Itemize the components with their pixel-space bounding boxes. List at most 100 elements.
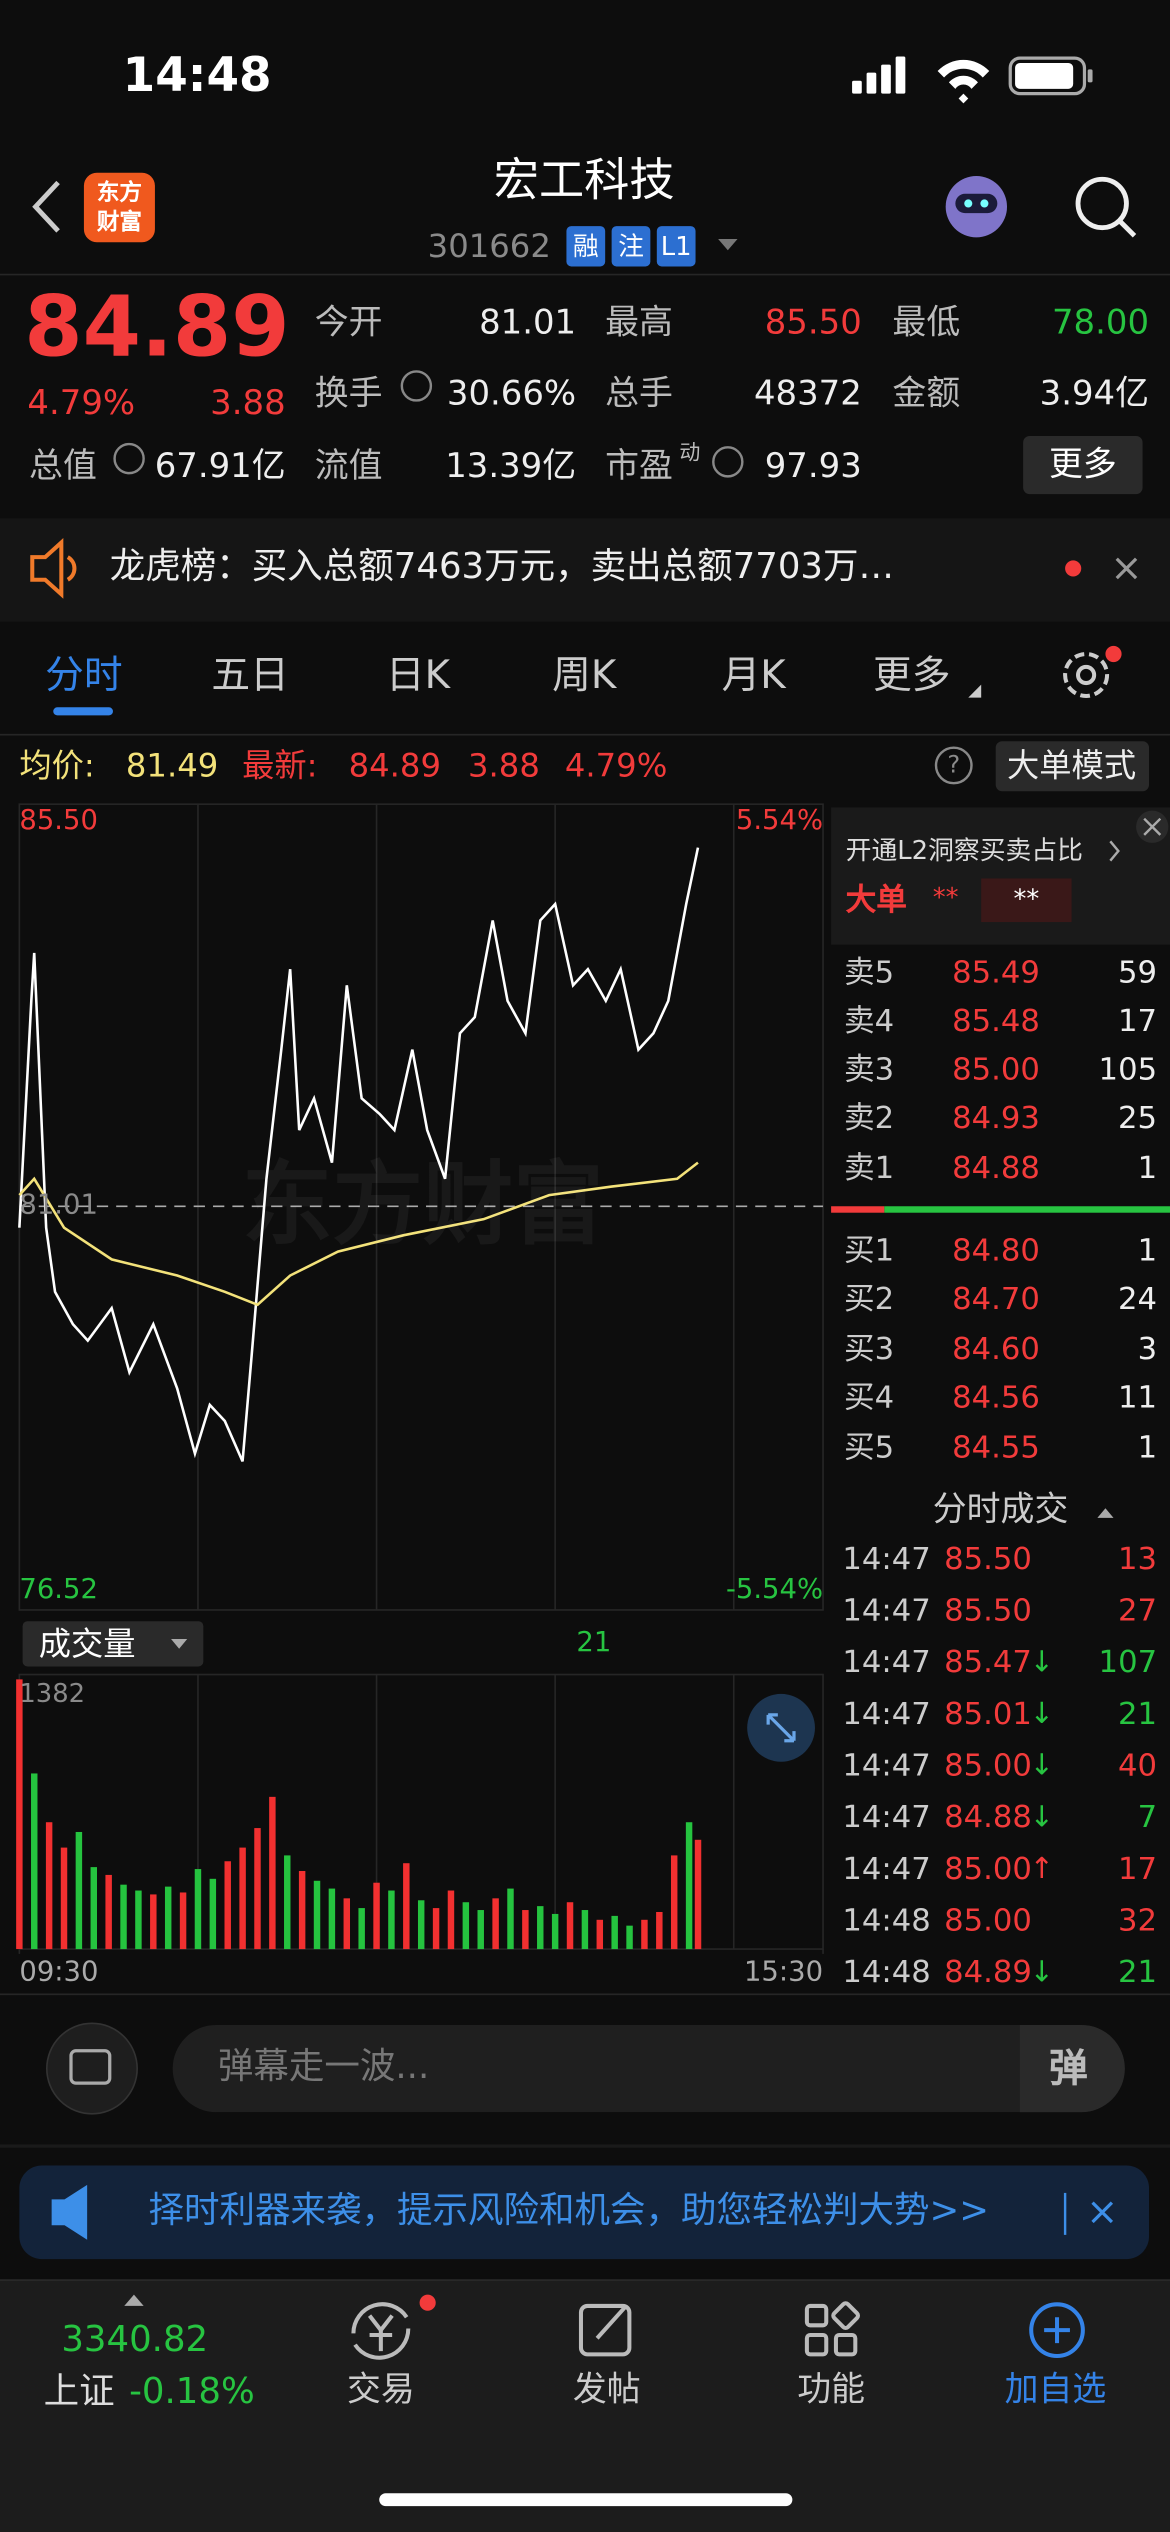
promo-banner[interactable]	[19, 2165, 1150, 2260]
nav-label[interactable]: 交易	[346, 2369, 415, 2409]
trade-direction: ↑	[1029, 1852, 1054, 1887]
volume-bar	[31, 1773, 38, 1950]
dropdown-arrow[interactable]	[718, 238, 738, 251]
l2-title[interactable]: 开通L2洞察买卖占比	[845, 834, 1084, 866]
volume-bar	[566, 1902, 574, 1950]
watermark: 东方财富	[242, 1152, 604, 1258]
chart-tab[interactable]: 五日	[211, 652, 289, 698]
volume-selector[interactable]	[22, 1621, 204, 1667]
badge-text: 融	[572, 230, 599, 261]
danmu-toggle[interactable]	[45, 2022, 138, 2115]
trade-time: 14:47	[842, 1851, 931, 1887]
trade-volume: 21	[1118, 1696, 1158, 1732]
more-button[interactable]	[1023, 435, 1143, 495]
trade-time: 14:47	[842, 1541, 931, 1577]
chart-tab[interactable]: 更多	[873, 652, 951, 698]
function-cell	[804, 2332, 829, 2357]
pe-superscript: 动	[679, 441, 701, 466]
nav-label[interactable]: 发帖	[572, 2369, 641, 2409]
volume-bar	[596, 1919, 604, 1950]
chart-tab[interactable]: 月K	[721, 652, 786, 698]
l2-box[interactable]	[831, 807, 1170, 945]
chart-tab[interactable]: 日K	[385, 652, 451, 698]
search-button[interactable]	[1075, 176, 1137, 238]
book-level: 买2	[844, 1281, 895, 1317]
volume-bar	[417, 1900, 425, 1950]
field-value: 30.66%	[446, 373, 577, 413]
post-pen	[595, 2304, 628, 2340]
trade-price: 84.89	[944, 1954, 1032, 1991]
function-icon[interactable]	[804, 2301, 860, 2357]
trade-time: 14:47	[842, 1593, 931, 1629]
book-price: 84.70	[952, 1281, 1040, 1317]
field-label: 流值	[314, 446, 383, 486]
badge-text: L1	[660, 230, 692, 261]
post-frame	[578, 2303, 632, 2357]
trade-time: 14:48	[842, 1903, 931, 1939]
trade-price: 85.50	[944, 1593, 1032, 1629]
latest-label: 最新:	[242, 746, 318, 785]
mode-button[interactable]	[995, 741, 1150, 792]
speaker-body	[30, 538, 64, 599]
volume-bar	[388, 1890, 395, 1950]
index-expand[interactable]	[124, 2294, 144, 2306]
volume-bar	[694, 1839, 702, 1950]
danmu-send-label[interactable]: 弹	[1048, 2045, 1088, 2092]
volume-bar	[239, 1847, 246, 1950]
y-tick-label: 76.52	[19, 1573, 98, 1606]
book-volume: 24	[1118, 1281, 1158, 1317]
settings-button[interactable]	[1063, 645, 1122, 698]
banner-close[interactable]	[1091, 2201, 1114, 2224]
volume-bar	[60, 1847, 68, 1950]
help-circle[interactable]	[934, 746, 973, 785]
volume-bar	[224, 1861, 231, 1950]
app-logo	[83, 172, 155, 243]
index-value[interactable]: 3340.82	[61, 2320, 209, 2361]
index-change[interactable]: -0.18%	[129, 2372, 255, 2413]
back-button[interactable]	[32, 180, 60, 233]
field-value: 48372	[753, 373, 862, 413]
add-watch-icon[interactable]	[1029, 2302, 1085, 2359]
home-indicator	[379, 2493, 793, 2507]
more-button-label[interactable]: 更多	[1048, 444, 1117, 484]
chart-tab[interactable]: 周K	[552, 652, 617, 698]
trade-price: 85.01	[944, 1696, 1032, 1732]
help-mark[interactable]: ?	[947, 750, 961, 780]
book-volume: 105	[1098, 1052, 1158, 1088]
info-dots	[113, 370, 744, 478]
trade-time: 14:47	[842, 1799, 931, 1836]
search-lens	[1075, 176, 1129, 231]
close-notice[interactable]	[1115, 557, 1138, 580]
volume-bar	[477, 1910, 484, 1950]
mode-label[interactable]: 大单模式	[1007, 746, 1137, 785]
post-icon[interactable]	[578, 2303, 632, 2357]
volume-title[interactable]: 成交量	[38, 1624, 136, 1664]
trade-icon[interactable]	[351, 2302, 411, 2360]
avg-line	[18, 1161, 699, 1307]
robot-icon[interactable]	[945, 176, 1008, 238]
close-stroke	[1115, 557, 1138, 580]
danmu-send[interactable]	[1019, 2024, 1125, 2113]
latest-volume: 21	[576, 1626, 612, 1660]
notice-text[interactable]: 龙虎榜：买入总额7463万元，卖出总额7703万…	[109, 547, 895, 588]
nav-label[interactable]: 功能	[797, 2369, 865, 2409]
chart-tab[interactable]: 分时	[45, 652, 123, 698]
banner-text[interactable]: 择时利器来袭，提示风险和机会，助您轻松判大势>>	[148, 2191, 990, 2232]
book-level: 卖3	[844, 1052, 895, 1088]
trade-time: 14:47	[842, 1644, 931, 1681]
bottom-nav	[0, 2280, 1170, 2532]
notice-bar	[0, 518, 1170, 622]
nav-label[interactable]: 加自选	[1004, 2369, 1107, 2409]
book-price: 84.88	[952, 1150, 1040, 1187]
danmu-placeholder[interactable]: 弹幕走一波...	[217, 2047, 430, 2088]
volume-bar	[432, 1908, 440, 1950]
info-icon	[400, 370, 433, 402]
index-name[interactable]: 上证	[43, 2372, 115, 2413]
function-cell	[831, 2301, 860, 2331]
signal-bar	[895, 56, 906, 94]
selector-arrow	[171, 1639, 188, 1649]
trade-volume: 32	[1118, 1903, 1158, 1939]
volume-bar	[254, 1828, 261, 1950]
danmu-input[interactable]	[172, 2024, 1125, 2113]
field-label: 总手	[605, 373, 673, 413]
